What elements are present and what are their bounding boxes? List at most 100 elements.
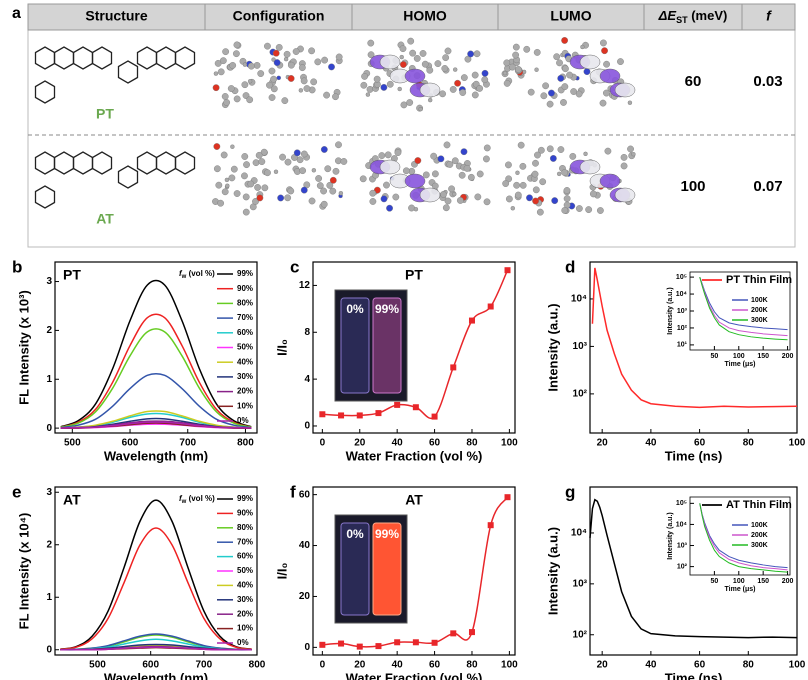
atom <box>444 197 452 205</box>
x-tick-label: 100 <box>501 660 518 671</box>
orbital-lobe <box>599 173 621 189</box>
atom <box>402 167 410 175</box>
atom <box>220 151 228 159</box>
plot-frame <box>689 271 791 351</box>
atom <box>513 181 521 189</box>
photo-label: 0% <box>346 302 364 316</box>
atom <box>533 49 541 56</box>
atom <box>253 61 261 69</box>
atom <box>483 144 491 152</box>
x-tick-label: 500 <box>89 660 106 671</box>
atom <box>515 170 520 175</box>
atom <box>241 81 249 89</box>
atom <box>603 89 610 97</box>
panel-title: AT <box>405 492 423 508</box>
y-tick-label: 1 <box>46 592 52 603</box>
atom <box>328 63 335 71</box>
data-point <box>375 643 382 650</box>
x-tick-label: 600 <box>142 660 159 671</box>
y-tick-label: 10² <box>573 629 588 640</box>
y-tick-label: 3 <box>46 276 52 287</box>
panel-annotation: PT <box>63 267 81 283</box>
atom <box>566 71 573 79</box>
legend-title-sub: w <box>181 499 187 505</box>
data-point <box>356 643 363 650</box>
orbital-lobe <box>599 68 621 84</box>
y-axis-label: Intensity (a.u.) <box>545 303 560 391</box>
atom <box>406 99 414 106</box>
atom <box>217 199 225 207</box>
atom <box>549 155 557 162</box>
inset-legend-label: 200K <box>751 307 768 314</box>
y-axis-label: Intensity (a.u.) <box>667 512 674 559</box>
inset-legend-label: 100K <box>751 297 768 304</box>
atom <box>266 81 273 89</box>
atom <box>583 68 591 76</box>
ring <box>34 185 56 209</box>
header-main: ΔE <box>658 8 677 23</box>
atom <box>264 169 271 177</box>
atom <box>481 69 489 77</box>
atom <box>620 162 628 170</box>
atom <box>233 190 241 197</box>
data-point <box>394 401 401 408</box>
atom <box>517 141 525 149</box>
atom <box>254 184 262 191</box>
data-point <box>412 639 419 646</box>
atom <box>296 156 304 164</box>
legend-label: 20% <box>237 387 253 396</box>
vial-right <box>372 297 402 394</box>
x-tick-label: 700 <box>179 438 196 449</box>
legend-label: AT Thin Film <box>726 499 792 511</box>
legend-label: 0% <box>237 638 249 647</box>
x-tick-label: 50 <box>710 578 718 585</box>
atom <box>532 159 539 167</box>
atom <box>366 86 374 93</box>
x-tick-label: 500 <box>64 438 81 449</box>
panel-annotation: AT <box>63 492 81 508</box>
atom <box>359 175 367 183</box>
legend-title: fw (vol %) <box>179 269 215 279</box>
atom <box>380 195 388 203</box>
y-axis-label: Intensity (a.u.) <box>667 287 674 334</box>
atom <box>320 200 328 208</box>
legend-label: 20% <box>237 609 253 618</box>
atom <box>326 181 334 189</box>
ring <box>117 60 139 84</box>
atom <box>399 54 404 60</box>
atom <box>268 94 276 101</box>
atom <box>242 193 250 201</box>
atom <box>481 76 489 84</box>
atom <box>442 204 450 212</box>
atom <box>247 79 253 84</box>
atom <box>213 71 219 76</box>
ring <box>91 151 113 175</box>
atom <box>247 62 255 70</box>
orbital-lobe <box>614 187 636 203</box>
header-rest: (meV) <box>688 8 728 23</box>
y-tick-label: 10³ <box>677 542 688 549</box>
data-point <box>356 412 363 419</box>
atom <box>287 187 295 195</box>
delta-est-value: 60 <box>685 73 702 90</box>
legend-label: 50% <box>237 566 253 575</box>
atom <box>399 61 407 68</box>
atom <box>299 167 307 175</box>
atom <box>281 97 289 105</box>
atom <box>224 177 230 183</box>
atom <box>570 88 578 95</box>
header-cell: ΔEST (meV) <box>658 8 728 25</box>
atom <box>380 83 388 91</box>
atom <box>427 97 433 103</box>
x-tick-label: 20 <box>354 660 366 671</box>
atom <box>215 181 223 189</box>
ring <box>34 80 56 104</box>
y-tick-label: 2 <box>46 325 52 336</box>
atom <box>454 79 461 87</box>
atom <box>303 85 311 92</box>
atom <box>255 151 263 159</box>
data-point <box>431 639 438 646</box>
atom <box>332 93 339 101</box>
series-line <box>60 646 252 651</box>
